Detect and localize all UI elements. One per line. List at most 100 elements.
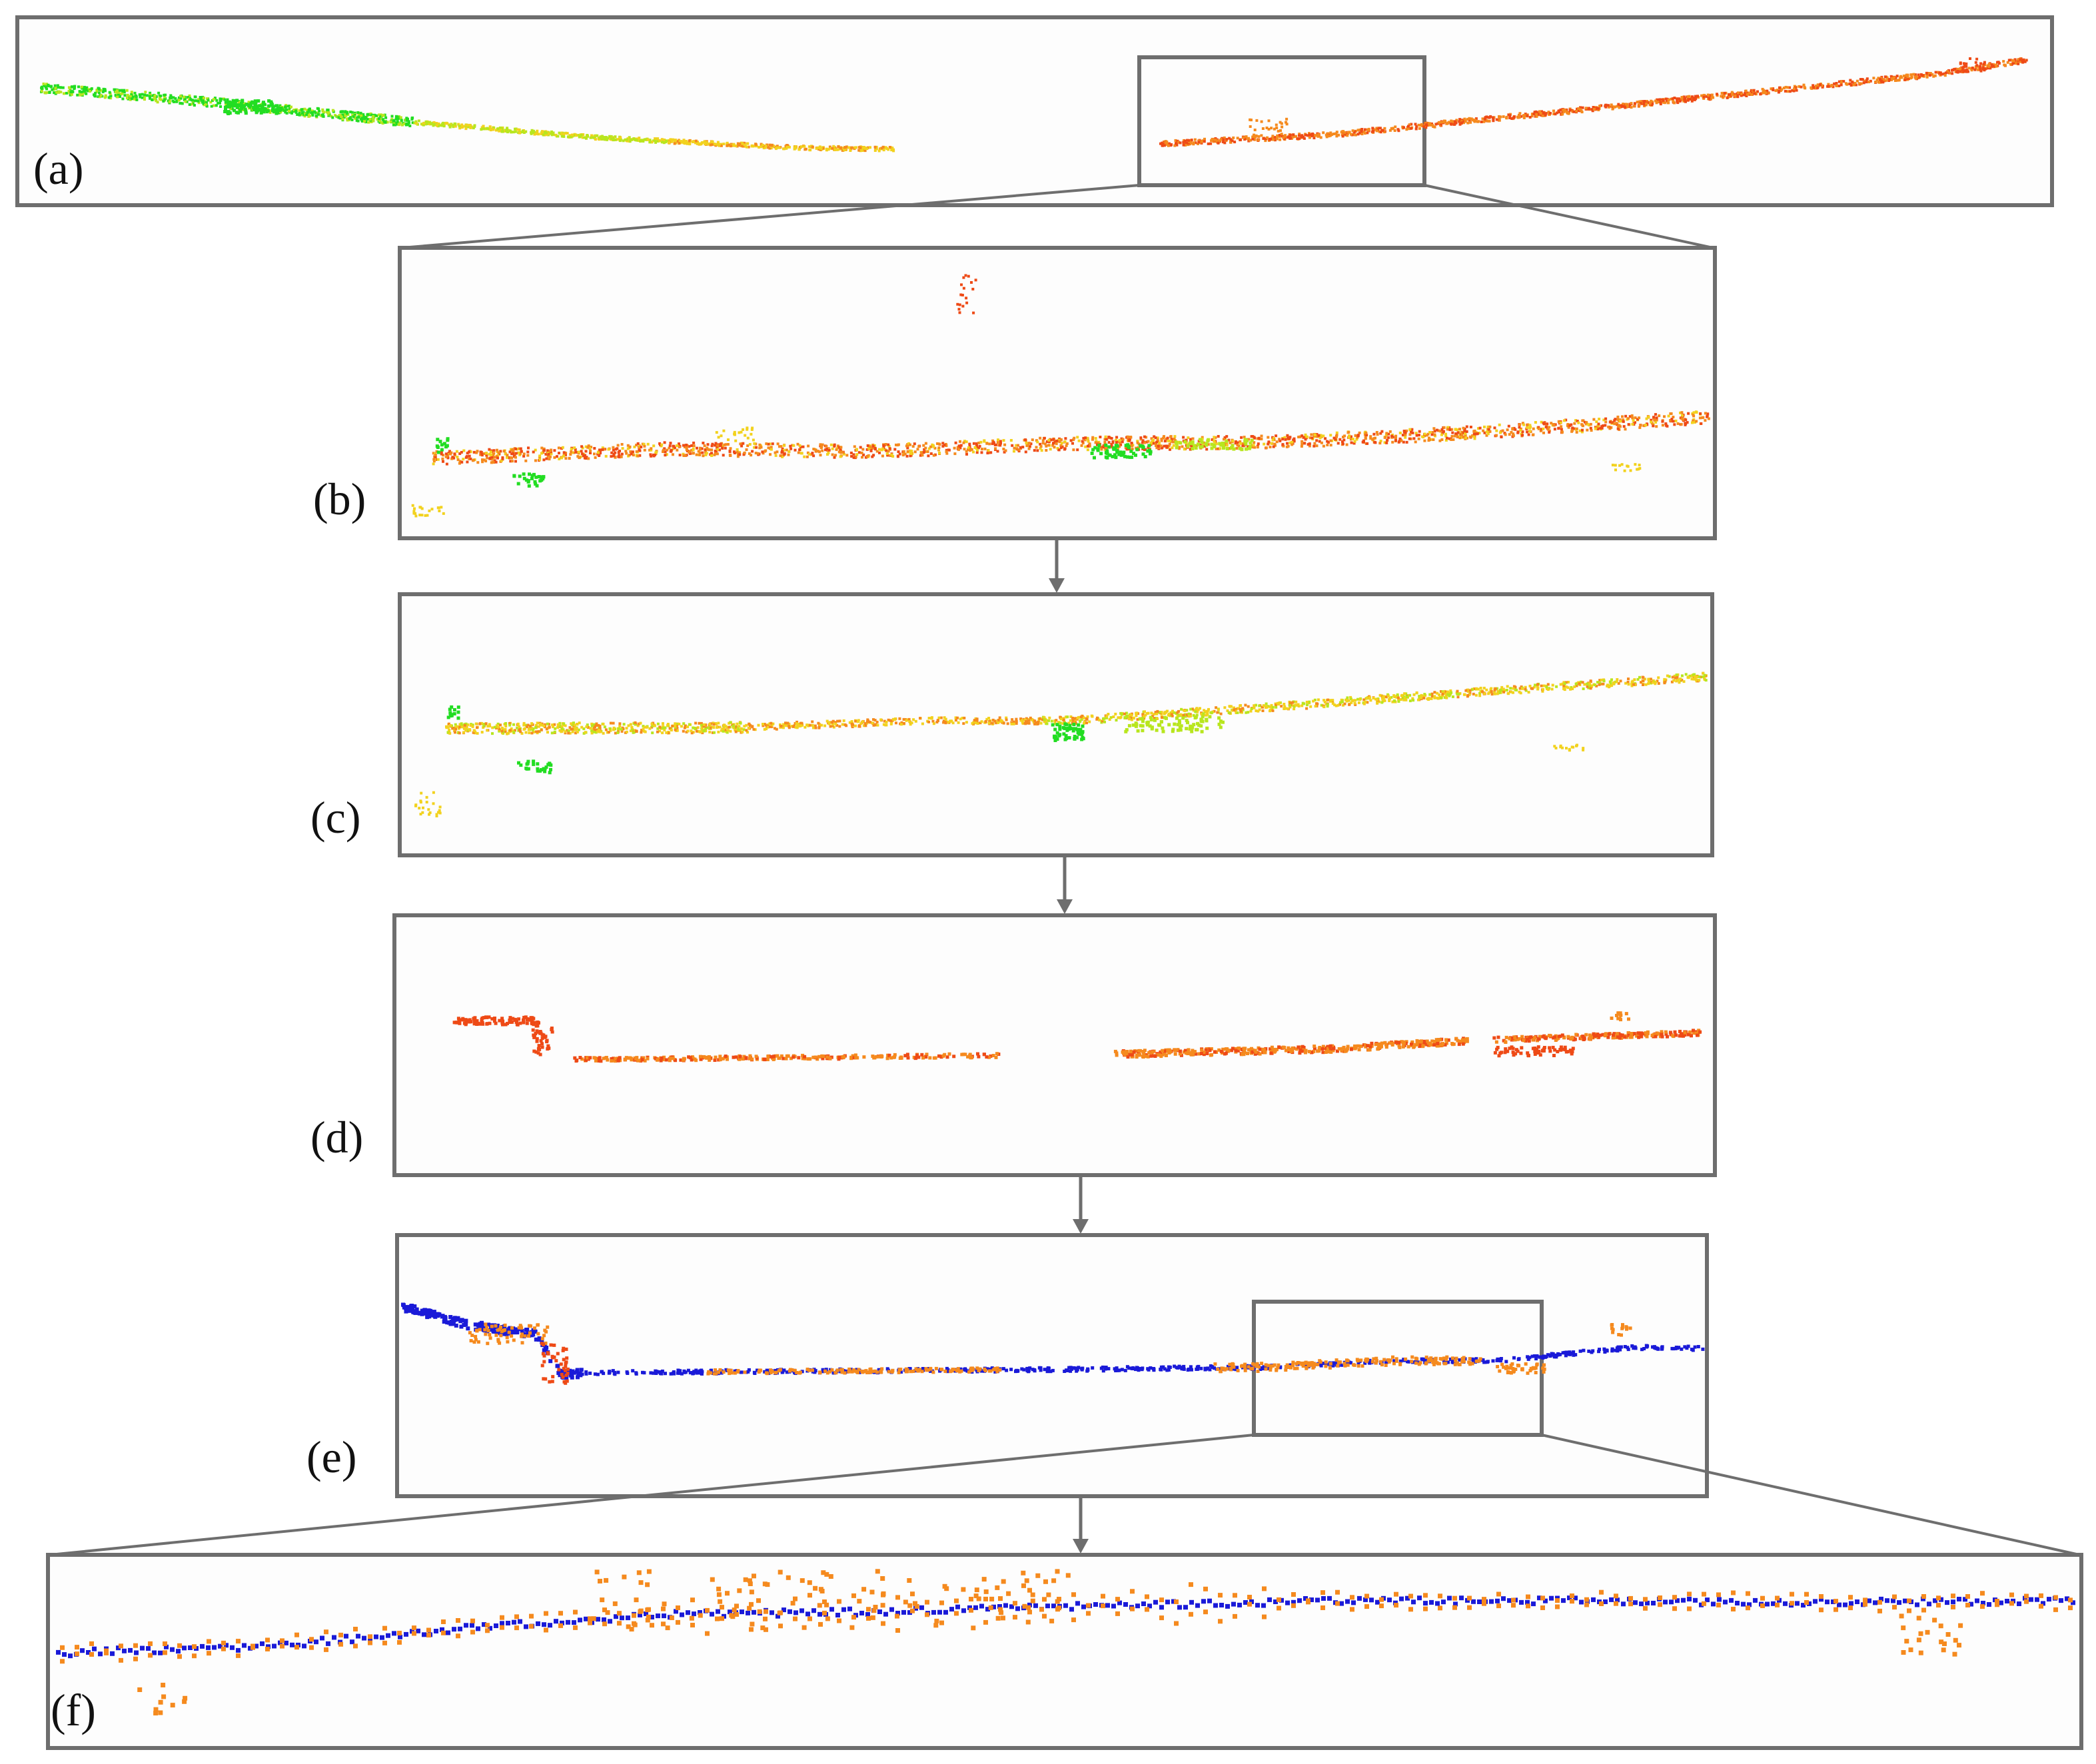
road-point	[1665, 99, 1668, 103]
filtered-point	[463, 723, 466, 727]
raw-point	[1592, 418, 1596, 421]
road-point	[610, 135, 613, 138]
outlier-point	[1267, 128, 1271, 131]
raw-point	[1052, 442, 1055, 445]
road-point	[1337, 133, 1340, 137]
road-point	[1534, 110, 1538, 113]
road-point	[524, 130, 528, 133]
raw-point	[734, 439, 738, 442]
filtered-point	[567, 729, 570, 732]
raw-point	[692, 444, 696, 448]
road-point	[601, 137, 604, 139]
raw-point	[1442, 426, 1446, 429]
raw-point	[1401, 434, 1404, 437]
road-point	[1327, 135, 1330, 138]
road-point	[350, 111, 354, 114]
road-point	[81, 87, 84, 90]
vegetation-point	[241, 99, 245, 103]
road-point	[1537, 113, 1540, 116]
vegetation-point	[522, 476, 526, 480]
raw-point	[574, 450, 578, 454]
road-point	[95, 89, 99, 92]
road-point	[845, 145, 848, 149]
raw-point	[1618, 418, 1622, 422]
filtered-point	[704, 729, 708, 733]
raw-point	[829, 443, 833, 446]
filtered-point	[698, 721, 701, 725]
raw-point	[969, 448, 972, 451]
raw-point	[610, 455, 613, 458]
road-point	[1903, 78, 1907, 81]
raw-point	[1039, 436, 1042, 440]
raw-point	[1049, 438, 1053, 442]
road-point	[500, 130, 504, 133]
road-point	[740, 144, 744, 147]
road-point	[688, 143, 692, 146]
raw-point	[1267, 440, 1271, 444]
raw-point	[1422, 436, 1425, 438]
raw-point	[1051, 444, 1055, 447]
vegetation-point	[263, 107, 267, 111]
raw-point	[985, 442, 989, 445]
road-point	[1177, 141, 1181, 144]
raw-point	[649, 453, 652, 456]
road-point	[558, 131, 561, 135]
road-point	[355, 119, 358, 122]
raw-point	[522, 452, 526, 456]
vegetation-point	[526, 479, 530, 483]
road-point	[1424, 126, 1428, 129]
filtered-point	[594, 731, 598, 734]
vegetation-point	[257, 99, 261, 103]
road-point	[605, 136, 608, 139]
outlier-point	[1273, 127, 1276, 131]
road-point	[1786, 86, 1790, 89]
raw-point	[1131, 444, 1133, 448]
filtered-point	[745, 723, 748, 727]
raw-point	[1548, 429, 1551, 432]
raw-point	[785, 448, 788, 452]
road-point	[1474, 117, 1478, 121]
raw-point	[542, 449, 546, 452]
filtered-point	[625, 730, 628, 733]
road-point	[65, 91, 68, 95]
raw-point	[1680, 417, 1684, 420]
raw-point	[580, 450, 583, 453]
filtered-point	[713, 731, 716, 734]
raw-point	[434, 456, 437, 459]
vegetation-point	[1186, 444, 1190, 448]
road-point	[1943, 74, 1947, 77]
raw-point	[580, 445, 584, 448]
raw-point	[1136, 441, 1139, 444]
road-point	[80, 85, 83, 89]
filtered-point	[712, 723, 716, 726]
raw-point	[466, 452, 469, 455]
road-point	[1826, 85, 1830, 88]
road-point	[1257, 139, 1260, 142]
road-point	[1518, 113, 1520, 117]
road-point	[410, 118, 414, 121]
raw-point	[1154, 436, 1157, 440]
road-point	[145, 94, 149, 97]
road-point	[1951, 69, 1955, 71]
road-point	[1656, 98, 1659, 101]
road-point	[547, 132, 550, 135]
road-point	[121, 97, 125, 101]
vegetation-point	[1149, 450, 1153, 454]
road-point	[1579, 108, 1582, 111]
road-point	[353, 114, 356, 117]
road-point	[764, 145, 768, 148]
road-point	[2021, 59, 2024, 63]
road-point	[1229, 138, 1233, 141]
road-point	[736, 145, 739, 148]
road-point	[1708, 97, 1711, 100]
road-point	[1422, 125, 1426, 129]
vegetation-point	[1204, 442, 1208, 446]
raw-point	[506, 456, 508, 459]
raw-point	[1432, 438, 1435, 441]
raw-point	[1326, 444, 1329, 446]
raw-point	[509, 460, 512, 463]
road-point	[384, 121, 387, 124]
filtered-point	[700, 721, 703, 725]
raw-point	[833, 443, 836, 446]
filtered-point	[603, 725, 606, 729]
